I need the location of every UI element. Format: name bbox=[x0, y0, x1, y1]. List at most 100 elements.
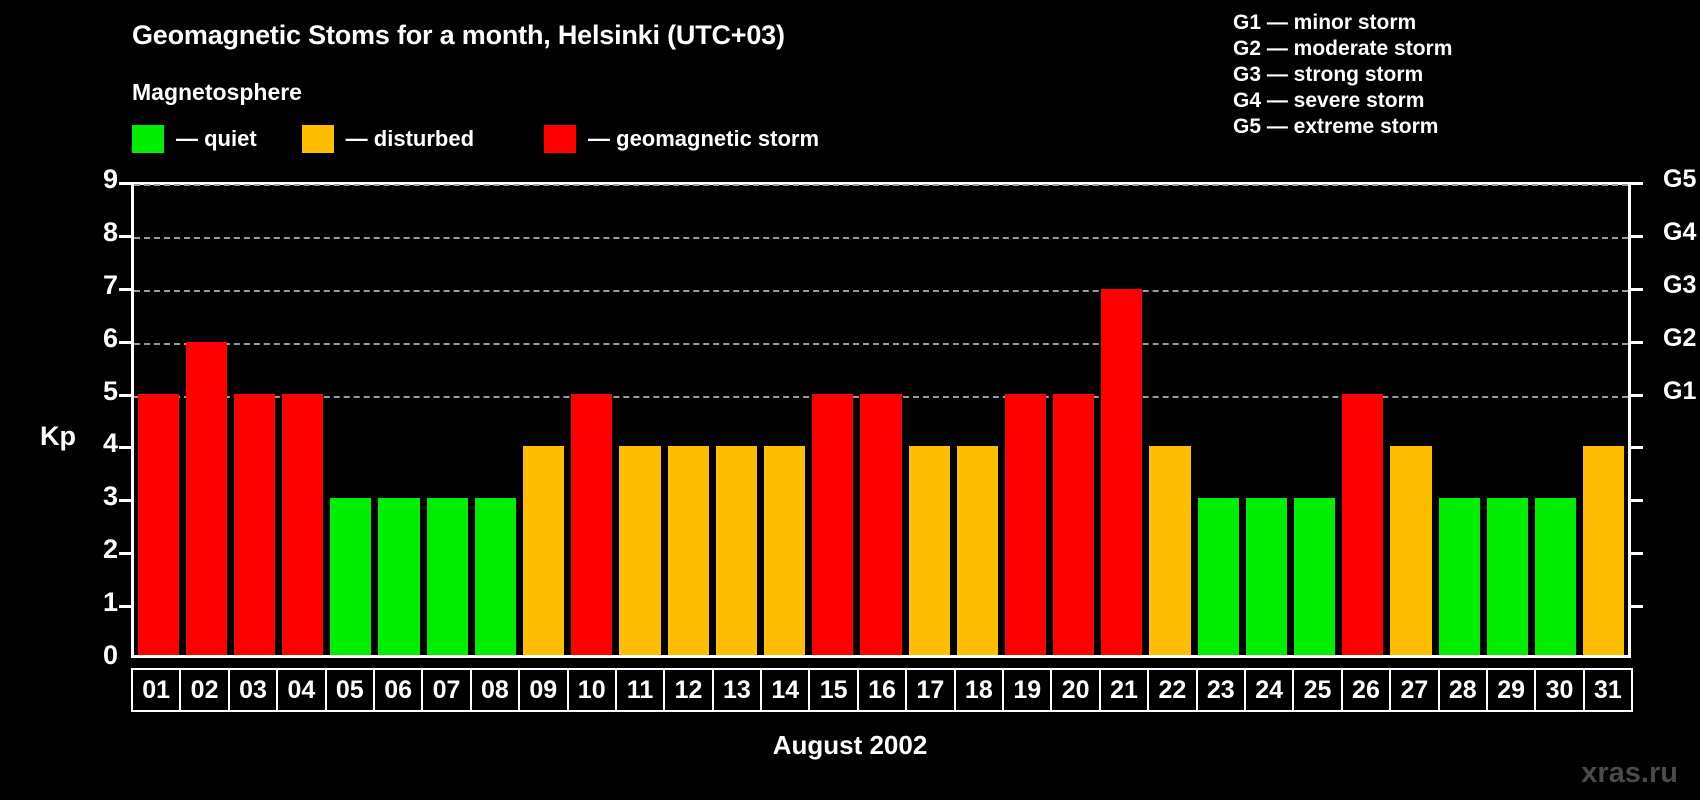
bar-slot bbox=[1098, 185, 1146, 655]
bar[interactable] bbox=[378, 498, 420, 655]
bar[interactable] bbox=[137, 393, 179, 655]
legend-swatch bbox=[132, 125, 164, 153]
bar-slot bbox=[1194, 185, 1242, 655]
day-label[interactable]: 20 bbox=[1050, 668, 1101, 712]
bar[interactable] bbox=[1053, 393, 1095, 655]
right-tick-mark bbox=[1629, 234, 1643, 238]
bar-slot bbox=[1387, 185, 1435, 655]
day-label[interactable]: 19 bbox=[1002, 668, 1053, 712]
day-label[interactable]: 18 bbox=[953, 668, 1005, 712]
bar[interactable] bbox=[1101, 289, 1143, 655]
bar-slot bbox=[1580, 185, 1628, 655]
gscale-row: G4 — severe storm bbox=[1233, 89, 1425, 112]
bar[interactable] bbox=[474, 498, 516, 655]
day-label[interactable]: 22 bbox=[1147, 668, 1198, 712]
bar[interactable] bbox=[1486, 498, 1528, 655]
bar[interactable] bbox=[185, 341, 227, 655]
gridline bbox=[134, 342, 1628, 345]
day-label[interactable]: 26 bbox=[1340, 668, 1392, 712]
bar-slot bbox=[279, 185, 327, 655]
day-label[interactable]: 15 bbox=[808, 668, 859, 712]
bar[interactable] bbox=[667, 446, 709, 655]
bar[interactable] bbox=[860, 393, 902, 655]
right-tick-mark bbox=[1629, 287, 1643, 291]
gscale-row: G2 — moderate storm bbox=[1233, 37, 1453, 60]
bar[interactable] bbox=[1438, 498, 1480, 655]
day-label[interactable]: 10 bbox=[566, 668, 617, 712]
bar-slot bbox=[760, 185, 808, 655]
day-label[interactable]: 02 bbox=[179, 668, 230, 712]
day-label[interactable]: 16 bbox=[856, 668, 908, 712]
day-label[interactable]: 21 bbox=[1098, 668, 1150, 712]
legend-label: — disturbed bbox=[345, 126, 475, 151]
bar-slot bbox=[1435, 185, 1483, 655]
bar-slot bbox=[1146, 185, 1194, 655]
bar[interactable] bbox=[330, 498, 372, 655]
bar[interactable] bbox=[523, 446, 565, 655]
y-tick-label: 2 bbox=[102, 534, 118, 565]
bar[interactable] bbox=[1390, 446, 1432, 655]
day-label[interactable]: 08 bbox=[469, 668, 521, 712]
day-label[interactable]: 04 bbox=[276, 668, 327, 712]
legend-swatch bbox=[544, 125, 577, 153]
bar[interactable] bbox=[1583, 446, 1625, 655]
day-label[interactable]: 17 bbox=[905, 668, 956, 712]
bar[interactable] bbox=[1197, 498, 1239, 655]
bar[interactable] bbox=[908, 446, 950, 655]
bar-slot bbox=[423, 185, 471, 655]
day-label[interactable]: 24 bbox=[1243, 668, 1295, 712]
bar[interactable] bbox=[1534, 498, 1577, 655]
day-label[interactable]: 12 bbox=[663, 668, 714, 712]
bar[interactable] bbox=[426, 498, 468, 655]
day-label[interactable]: 13 bbox=[711, 668, 763, 712]
y-tick-label: 5 bbox=[102, 375, 118, 406]
day-label[interactable]: 09 bbox=[518, 668, 569, 712]
legend-item: — geomagnetic storm bbox=[544, 125, 819, 153]
day-label[interactable]: 05 bbox=[324, 668, 375, 712]
day-label[interactable]: 28 bbox=[1437, 668, 1488, 712]
plot-area bbox=[131, 182, 1631, 658]
bar[interactable] bbox=[763, 446, 806, 655]
day-label[interactable]: 07 bbox=[421, 668, 472, 712]
day-label[interactable]: 03 bbox=[227, 668, 279, 712]
day-label[interactable]: 31 bbox=[1582, 668, 1634, 712]
bar[interactable] bbox=[233, 393, 276, 655]
right-tick-label: G3 bbox=[1663, 270, 1697, 299]
bar[interactable] bbox=[619, 446, 661, 655]
bar[interactable] bbox=[956, 446, 998, 655]
day-label[interactable]: 27 bbox=[1389, 668, 1440, 712]
y-tick-mark bbox=[119, 340, 133, 344]
day-label[interactable]: 25 bbox=[1292, 668, 1343, 712]
bar-slot bbox=[664, 185, 712, 655]
bar-slot bbox=[375, 185, 423, 655]
bar-slot bbox=[1531, 185, 1579, 655]
bar[interactable] bbox=[571, 393, 613, 655]
bar[interactable] bbox=[1149, 446, 1191, 655]
day-label[interactable]: 23 bbox=[1195, 668, 1246, 712]
day-label[interactable]: 30 bbox=[1534, 668, 1585, 712]
right-tick-mark bbox=[1629, 499, 1643, 503]
bar[interactable] bbox=[282, 393, 324, 655]
watermark: xras.ru bbox=[1581, 757, 1678, 789]
bar-slot bbox=[1001, 185, 1049, 655]
bar[interactable] bbox=[1245, 498, 1287, 655]
day-label[interactable]: 14 bbox=[760, 668, 811, 712]
y-tick-mark bbox=[119, 499, 133, 503]
bar[interactable] bbox=[715, 446, 757, 655]
right-tick-label: G5 bbox=[1663, 165, 1697, 193]
right-tick-mark bbox=[1629, 552, 1643, 556]
bar[interactable] bbox=[812, 393, 854, 655]
bar[interactable] bbox=[1004, 393, 1047, 655]
bar-slot bbox=[712, 185, 760, 655]
day-label[interactable]: 06 bbox=[372, 668, 424, 712]
y-tick-mark bbox=[119, 234, 133, 238]
day-label[interactable]: 11 bbox=[614, 668, 666, 712]
day-label[interactable]: 29 bbox=[1485, 668, 1537, 712]
bar-slot bbox=[327, 185, 375, 655]
bar-slot bbox=[1291, 185, 1339, 655]
day-label[interactable]: 01 bbox=[131, 668, 182, 712]
legend-swatch bbox=[301, 125, 334, 153]
bar[interactable] bbox=[1294, 498, 1336, 655]
bar[interactable] bbox=[1342, 393, 1384, 655]
